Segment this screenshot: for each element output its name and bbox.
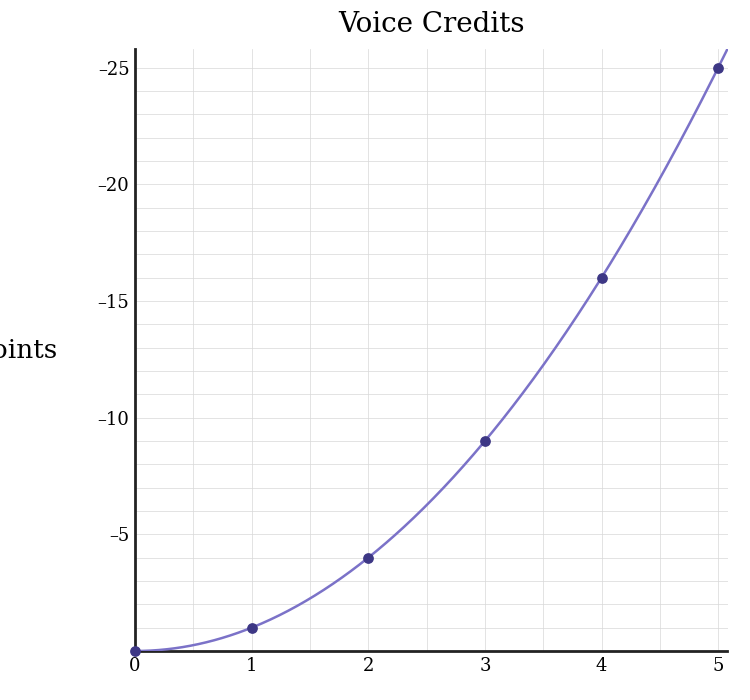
- Point: [479, 435, 491, 447]
- Title: Voice Credits: Voice Credits: [338, 11, 524, 38]
- Point: [246, 622, 258, 634]
- Point: [712, 62, 724, 74]
- Point: [129, 645, 141, 657]
- Point: [596, 272, 608, 284]
- Y-axis label: Points: Points: [0, 337, 58, 363]
- Point: [362, 552, 374, 564]
